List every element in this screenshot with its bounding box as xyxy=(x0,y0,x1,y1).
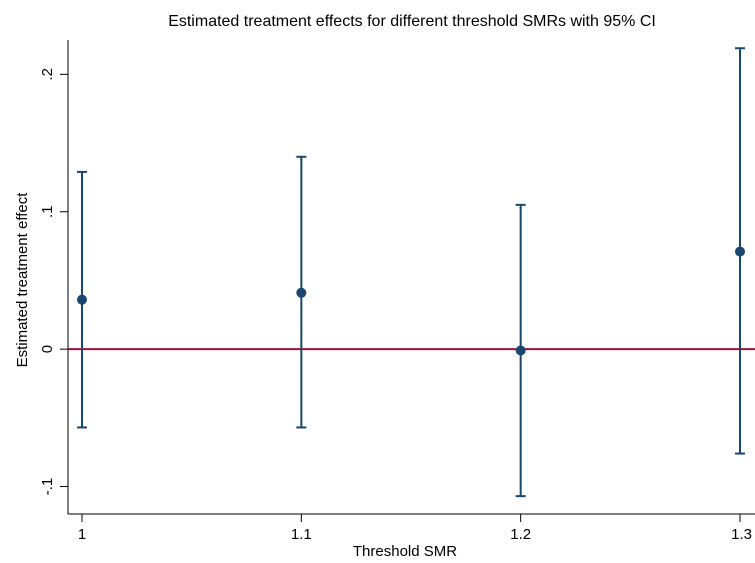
x-tick-label: 1 xyxy=(78,526,86,543)
y-tick-label: -.1 xyxy=(39,478,56,496)
point-estimate-marker xyxy=(296,287,307,298)
point-estimates xyxy=(77,246,745,356)
y-axis-title: Estimated treatment effect xyxy=(14,192,31,368)
point-estimate-marker xyxy=(77,294,87,305)
x-tick-label: 1.3 xyxy=(731,526,752,543)
y-axis-ticks: -.1 0 .1 .2 xyxy=(39,68,68,495)
x-tick-label: 1.2 xyxy=(510,526,531,543)
chart-title: Estimated treatment effects for differen… xyxy=(168,13,656,30)
x-axis-ticks: 1 1.1 1.2 1.3 xyxy=(78,514,752,543)
y-tick-label: 0 xyxy=(39,345,56,353)
point-estimate-marker xyxy=(735,246,745,257)
x-axis-title: Threshold SMR xyxy=(353,543,457,560)
y-tick-label: .1 xyxy=(39,205,56,218)
x-tick-label: 1.1 xyxy=(291,526,312,543)
y-tick-label: .2 xyxy=(39,68,56,81)
point-estimate-marker xyxy=(515,345,526,356)
